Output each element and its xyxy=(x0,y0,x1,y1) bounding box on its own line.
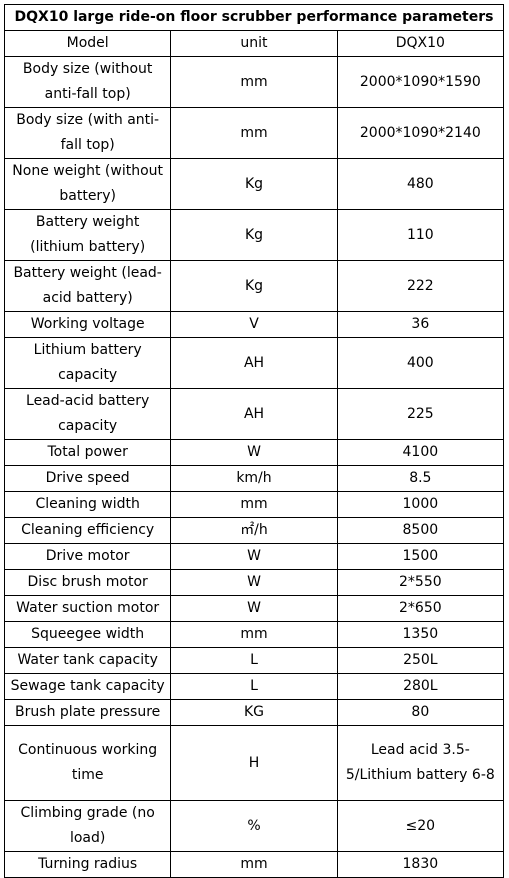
param-cell: Lead-acid battery capacity xyxy=(3,388,172,440)
unit-cell: L xyxy=(170,673,338,700)
param-cell: Cleaning width xyxy=(3,491,172,518)
unit-cell: V xyxy=(170,311,338,338)
param-cell: Working voltage xyxy=(3,311,172,338)
unit-cell: KG xyxy=(170,699,338,726)
unit-cell: H xyxy=(170,725,338,801)
table-row: Lithium battery capacity AH 400 xyxy=(3,337,505,389)
unit-cell: AH xyxy=(170,388,338,440)
table-row: Water suction motor W 2*650 xyxy=(3,595,505,622)
table-row: Cleaning width mm 1000 xyxy=(3,491,505,518)
value-cell: 400 xyxy=(336,337,505,389)
unit-cell: mm xyxy=(170,621,338,648)
header-value: DQX10 xyxy=(336,30,505,57)
value-cell: 8.5 xyxy=(336,465,505,492)
table-row: Total power W 4100 xyxy=(3,439,505,466)
param-cell: Body size (with anti-fall top) xyxy=(3,107,172,159)
value-cell: 480 xyxy=(336,158,505,210)
table-row: Climbing grade (no load) % ≤20 xyxy=(3,800,505,852)
table-row: Battery weight (lead-acid battery) Kg 22… xyxy=(3,260,505,312)
value-cell: Lead acid 3.5-5/Lithium battery 6-8 xyxy=(336,725,505,801)
param-cell: Continuous working time xyxy=(3,725,172,801)
value-cell: 36 xyxy=(336,311,505,338)
unit-cell: W xyxy=(170,569,338,596)
param-cell: Sewage tank capacity xyxy=(3,673,172,700)
unit-cell: mm xyxy=(170,851,338,878)
spec-table: DQX10 large ride-on floor scrubber perfo… xyxy=(3,4,505,878)
param-cell: Water suction motor xyxy=(3,595,172,622)
table-title: DQX10 large ride-on floor scrubber perfo… xyxy=(4,4,504,31)
value-cell: 2000*1090*2140 xyxy=(336,107,505,159)
header-model: Model xyxy=(3,30,172,57)
value-cell: 1830 xyxy=(336,851,505,878)
unit-cell: Kg xyxy=(170,260,338,312)
table-row: Drive motor W 1500 xyxy=(3,543,505,570)
unit-cell: km/h xyxy=(170,465,338,492)
table-row: Squeegee width mm 1350 xyxy=(3,621,505,648)
header-row: Model unit DQX10 xyxy=(3,30,505,57)
table-row: Body size (without anti-fall top) mm 200… xyxy=(3,56,505,108)
unit-cell: mm xyxy=(170,491,338,518)
table-row: Lead-acid battery capacity AH 225 xyxy=(3,388,505,440)
unit-cell: mm xyxy=(170,107,338,159)
table-row: Sewage tank capacity L 280L xyxy=(3,673,505,700)
param-cell: Drive speed xyxy=(3,465,172,492)
param-cell: Body size (without anti-fall top) xyxy=(3,56,172,108)
value-cell: 8500 xyxy=(336,517,505,544)
param-cell: Squeegee width xyxy=(3,621,172,648)
value-cell: 280L xyxy=(336,673,505,700)
table-row: Battery weight (lithium battery) Kg 110 xyxy=(3,209,505,261)
param-cell: Turning radius xyxy=(3,851,172,878)
table-row: None weight (without battery) Kg 480 xyxy=(3,158,505,210)
unit-cell: W xyxy=(170,543,338,570)
value-cell: 1000 xyxy=(336,491,505,518)
unit-cell: Kg xyxy=(170,158,338,210)
spec-sheet: DQX10 large ride-on floor scrubber perfo… xyxy=(3,4,505,878)
value-cell: 2*650 xyxy=(336,595,505,622)
table-row: Working voltage V 36 xyxy=(3,311,505,338)
title-row: DQX10 large ride-on floor scrubber perfo… xyxy=(4,4,504,31)
value-cell: 250L xyxy=(336,647,505,674)
table-row: Disc brush motor W 2*550 xyxy=(3,569,505,596)
value-cell: 2000*1090*1590 xyxy=(336,56,505,108)
param-cell: Lithium battery capacity xyxy=(3,337,172,389)
unit-cell: W xyxy=(170,439,338,466)
value-cell: ≤20 xyxy=(336,800,505,852)
unit-cell: W xyxy=(170,595,338,622)
param-cell: Battery weight (lead-acid battery) xyxy=(3,260,172,312)
param-cell: Cleaning efficiency xyxy=(3,517,172,544)
table-row: Brush plate pressure KG 80 xyxy=(3,699,505,726)
unit-cell: ㎡/h xyxy=(170,517,338,544)
param-cell: Battery weight (lithium battery) xyxy=(3,209,172,261)
unit-cell: AH xyxy=(170,337,338,389)
value-cell: 1500 xyxy=(336,543,505,570)
param-cell: Total power xyxy=(3,439,172,466)
table-row: Continuous working time H Lead acid 3.5-… xyxy=(3,725,505,801)
value-cell: 225 xyxy=(336,388,505,440)
param-cell: None weight (without battery) xyxy=(3,158,172,210)
value-cell: 1350 xyxy=(336,621,505,648)
param-cell: Drive motor xyxy=(3,543,172,570)
value-cell: 80 xyxy=(336,699,505,726)
value-cell: 2*550 xyxy=(336,569,505,596)
param-cell: Brush plate pressure xyxy=(3,699,172,726)
unit-cell: L xyxy=(170,647,338,674)
table-row: Turning radius mm 1830 xyxy=(3,851,505,878)
header-unit: unit xyxy=(170,30,338,57)
table-row: Cleaning efficiency ㎡/h 8500 xyxy=(3,517,505,544)
table-row: Body size (with anti-fall top) mm 2000*1… xyxy=(3,107,505,159)
value-cell: 222 xyxy=(336,260,505,312)
param-cell: Disc brush motor xyxy=(3,569,172,596)
param-cell: Climbing grade (no load) xyxy=(3,800,172,852)
unit-cell: Kg xyxy=(170,209,338,261)
value-cell: 4100 xyxy=(336,439,505,466)
param-cell: Water tank capacity xyxy=(3,647,172,674)
unit-cell: mm xyxy=(170,56,338,108)
unit-cell: % xyxy=(170,800,338,852)
table-row: Drive speed km/h 8.5 xyxy=(3,465,505,492)
value-cell: 110 xyxy=(336,209,505,261)
table-row: Water tank capacity L 250L xyxy=(3,647,505,674)
